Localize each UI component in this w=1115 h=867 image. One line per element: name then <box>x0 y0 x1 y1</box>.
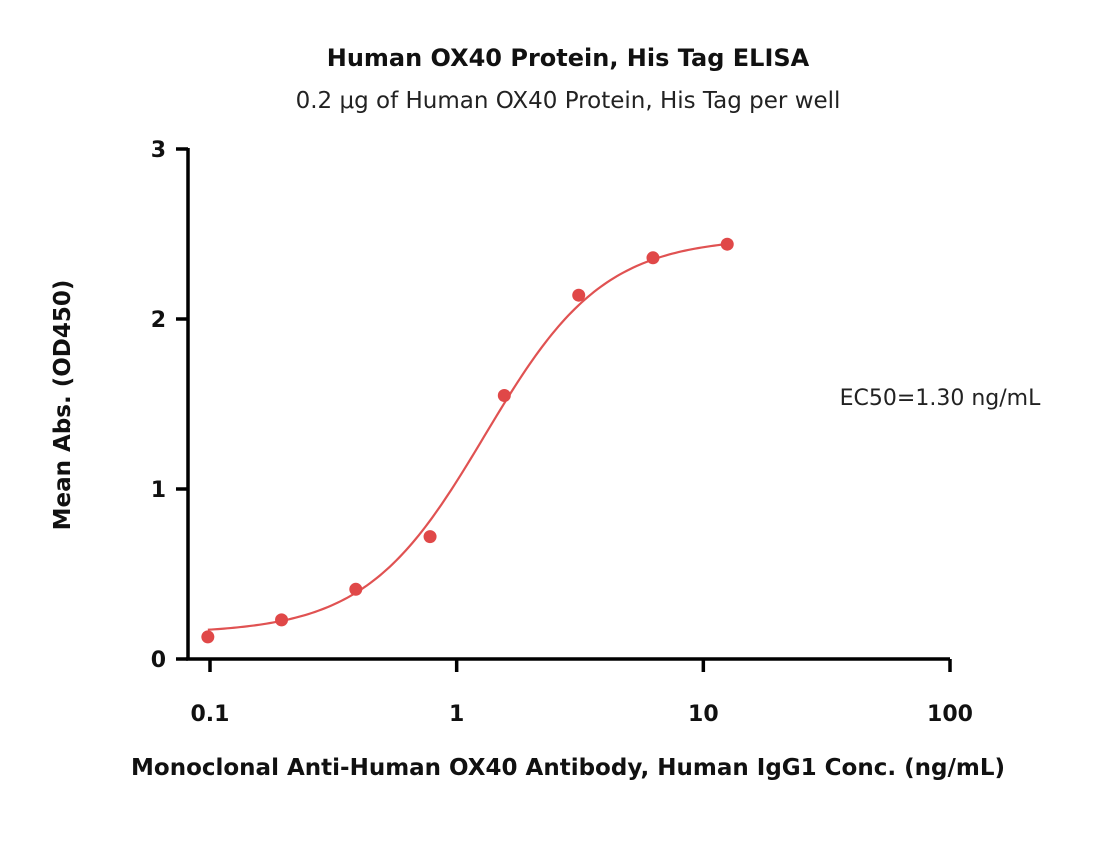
y-ticks: 0 1 2 3 <box>151 138 188 673</box>
data-point <box>646 251 660 265</box>
data-point <box>275 613 289 627</box>
y-axis-label: Mean Abs. (OD450) <box>50 280 76 531</box>
chart-title: Human OX40 Protein, His Tag ELISA <box>327 44 810 72</box>
data-point <box>720 237 734 251</box>
y-tick-label: 2 <box>151 308 166 333</box>
axes <box>186 148 950 661</box>
data-points <box>201 237 734 644</box>
y-tick-label: 0 <box>151 648 166 673</box>
data-point <box>423 530 437 544</box>
y-tick-label: 1 <box>151 478 166 503</box>
chart-subtitle: 0.2 μg of Human OX40 Protein, His Tag pe… <box>296 88 841 114</box>
data-point <box>201 630 215 644</box>
x-tick-label: 0.1 <box>191 702 230 727</box>
x-tick-label: 100 <box>927 702 973 727</box>
data-point <box>572 288 586 302</box>
data-point <box>497 389 511 402</box>
x-ticks: 0.1 1 10 100 <box>191 659 973 727</box>
x-axis-label: Monoclonal Anti-Human OX40 Antibody, Hum… <box>131 755 1005 781</box>
x-tick-label: 10 <box>688 702 719 727</box>
x-tick-label: 1 <box>449 702 464 727</box>
fit-curve <box>207 242 728 631</box>
ec50-annotation: EC50=1.30 ng/mL <box>840 386 1041 411</box>
data-point <box>349 582 363 596</box>
y-tick-label: 3 <box>151 138 166 163</box>
